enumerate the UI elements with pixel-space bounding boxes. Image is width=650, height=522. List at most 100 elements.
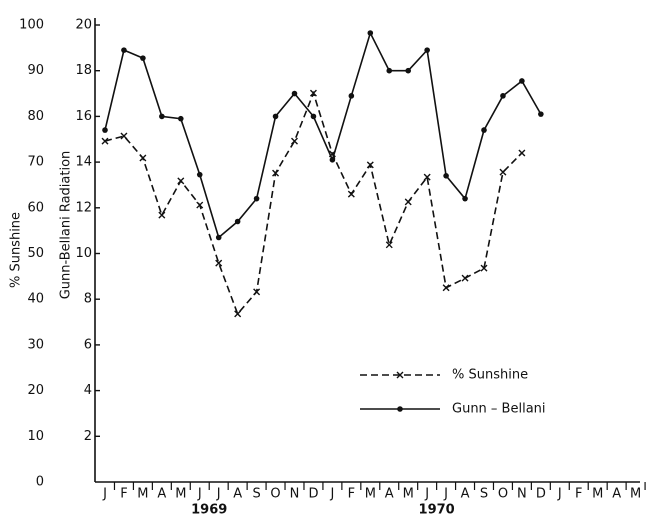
series-line [104, 90, 523, 316]
legend-marker [396, 371, 404, 379]
x-tick-label: D [308, 487, 318, 502]
point [386, 67, 393, 74]
series-line [104, 30, 542, 239]
legend-marker [397, 406, 403, 412]
y-tick-label: 50 [27, 246, 44, 261]
x-tick-label: F [120, 487, 127, 502]
x-tick-label: M [175, 487, 186, 502]
x-tick-label: M [403, 487, 414, 502]
point [215, 259, 223, 267]
point [385, 241, 393, 249]
point [253, 195, 260, 202]
point [291, 90, 298, 97]
x-tick-label: J [102, 487, 107, 502]
y2-tick-label: 8 [84, 292, 92, 307]
point [291, 137, 298, 145]
x-tick-label: N [517, 487, 527, 502]
point [423, 173, 431, 181]
point [234, 310, 242, 318]
x-tick-label: A [233, 487, 242, 502]
x-tick-label: A [157, 487, 166, 502]
point [481, 127, 487, 133]
point [367, 30, 374, 36]
point [405, 67, 412, 74]
point [234, 218, 241, 225]
y2-tick-label: 12 [75, 200, 92, 215]
y2-axis-label: Gunn-Bellani Radiation [59, 151, 74, 300]
point [101, 137, 109, 145]
x-tick-label: J [424, 487, 429, 502]
x-tick-label: A [461, 487, 470, 502]
point [120, 132, 128, 140]
x-tick-label: J [197, 487, 202, 502]
point [462, 195, 468, 202]
point [443, 173, 449, 179]
point [499, 168, 507, 176]
point [461, 274, 469, 282]
year-label: 1969 [191, 503, 227, 518]
legend-label: % Sunshine [452, 368, 528, 383]
y-tick-label: 20 [27, 383, 44, 398]
x-tick-label: N [290, 487, 300, 502]
point [366, 161, 374, 169]
y-tick-label: 10 [27, 429, 44, 444]
point [121, 47, 127, 53]
x-tick-label: F [348, 487, 355, 502]
point [347, 190, 355, 198]
y-axis-label: % Sunshine [9, 212, 24, 288]
point [519, 78, 525, 84]
point [442, 284, 450, 292]
y-tick-label: 0 [36, 475, 44, 490]
x-tick-label: J [443, 487, 448, 502]
y2-tick-label: 18 [75, 63, 92, 78]
point [310, 113, 317, 120]
point [215, 234, 222, 241]
x-tick-label: S [480, 487, 488, 502]
x-tick-label: J [329, 487, 334, 502]
point [253, 288, 261, 296]
y2-tick-label: 2 [84, 429, 92, 444]
x-tick-label: S [252, 487, 260, 502]
y-tick-label: 70 [27, 155, 44, 170]
point [538, 111, 544, 117]
point [404, 198, 412, 206]
x-tick-label: M [592, 487, 603, 502]
y2-tick-label: 6 [84, 337, 92, 352]
point [348, 93, 355, 99]
point [159, 113, 165, 120]
x-tick-label: A [385, 487, 394, 502]
y-tick-label: 90 [27, 63, 44, 78]
x-tick-label: J [557, 487, 562, 502]
y2-tick-label: 14 [75, 155, 92, 170]
x-tick-label: F [575, 487, 582, 502]
point [196, 171, 203, 178]
point [329, 157, 336, 163]
y2-tick-label: 4 [84, 383, 92, 398]
y-tick-label: 100 [19, 18, 44, 33]
x-tick-label: M [365, 487, 376, 502]
y2-tick-label: 16 [75, 109, 92, 124]
y2-tick-label: 10 [75, 246, 92, 261]
point [500, 93, 506, 99]
x-tick-label: A [612, 487, 621, 502]
point [177, 177, 185, 185]
legend-label: Gunn – Bellani [452, 402, 546, 417]
point [102, 127, 108, 133]
point [139, 154, 147, 162]
point [272, 113, 279, 120]
x-tick-label: D [536, 487, 546, 502]
y-tick-label: 80 [27, 109, 44, 124]
x-tick-label: M [137, 487, 148, 502]
y-tick-label: 60 [27, 200, 44, 215]
point [178, 115, 184, 122]
x-tick-label: M [630, 487, 641, 502]
point [480, 264, 488, 272]
x-tick-label: J [216, 487, 221, 502]
x-tick-label: O [270, 487, 280, 502]
x-tick-label: O [498, 487, 508, 502]
y-tick-label: 40 [27, 292, 44, 307]
point [424, 47, 430, 53]
point [158, 211, 166, 219]
point [309, 89, 317, 97]
